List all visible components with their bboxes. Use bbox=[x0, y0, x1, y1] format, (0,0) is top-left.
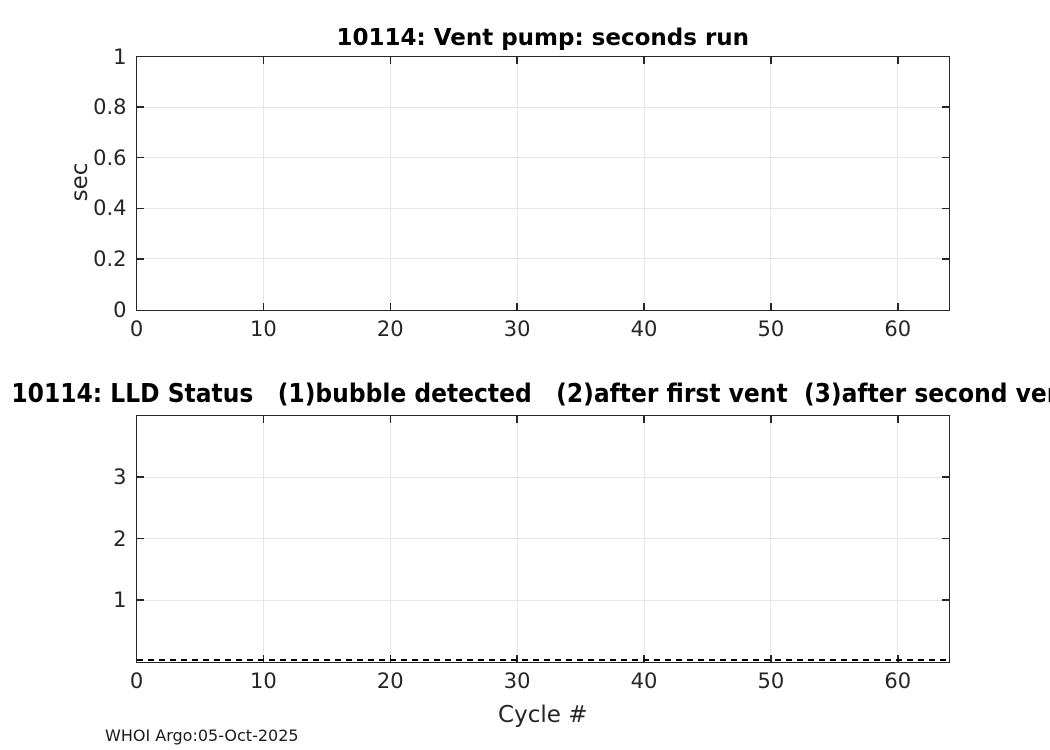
y-gridline bbox=[136, 207, 949, 209]
x-tick-mark bbox=[262, 303, 265, 310]
y-tick-mark bbox=[136, 207, 144, 210]
x-tick-mark bbox=[770, 303, 772, 310]
y-tick-mark-right bbox=[942, 207, 949, 210]
plot-title-vent-pump: 10114: Vent pump: seconds run bbox=[336, 25, 750, 51]
y-gridline bbox=[136, 157, 949, 159]
x-tick-label: 10 bbox=[250, 317, 277, 341]
x-tick-mark-top bbox=[389, 56, 391, 64]
x-tick-label: 50 bbox=[757, 317, 785, 341]
y-gridline bbox=[136, 599, 949, 601]
x-gridline bbox=[897, 56, 899, 310]
x-tick-label: 10 bbox=[250, 669, 277, 693]
y-tick-mark bbox=[136, 156, 144, 159]
y-tick-mark bbox=[136, 599, 144, 601]
y-gridline bbox=[136, 106, 949, 108]
x-tick-label: 40 bbox=[630, 669, 658, 693]
y-tick-mark-right bbox=[942, 537, 949, 540]
y-tick-mark-right bbox=[942, 599, 949, 601]
x-tick-mark bbox=[516, 303, 518, 310]
y-tick-label: 1 bbox=[113, 588, 127, 612]
x-tick-mark-top bbox=[897, 415, 899, 423]
x-gridline bbox=[389, 56, 391, 310]
y-tick-label: 3 bbox=[113, 465, 127, 489]
y-tick-mark bbox=[136, 476, 144, 478]
y-tick-mark-right bbox=[942, 106, 949, 108]
x-tick-label: 20 bbox=[376, 317, 404, 341]
y-tick-mark bbox=[136, 106, 144, 108]
y-gridline bbox=[136, 258, 949, 260]
x-tick-label: 40 bbox=[630, 317, 658, 341]
y-tick-label: 0.4 bbox=[93, 196, 127, 221]
x-tick-mark-top bbox=[262, 56, 265, 64]
x-tick-mark-top bbox=[643, 56, 645, 64]
series-lld-status bbox=[136, 658, 949, 661]
x-gridline bbox=[770, 56, 772, 310]
y-axis-label-sec: sec bbox=[67, 162, 93, 202]
x-tick-mark-top bbox=[643, 415, 645, 423]
x-tick-mark-top bbox=[516, 415, 518, 423]
y-gridline bbox=[136, 476, 949, 478]
y-tick-label: 0.2 bbox=[93, 246, 127, 271]
y-tick-label: 1 bbox=[113, 44, 127, 69]
y-tick-mark-right bbox=[942, 156, 949, 159]
x-tick-label: 30 bbox=[503, 317, 531, 341]
y-tick-label: 0 bbox=[113, 297, 127, 322]
x-tick-label: 20 bbox=[376, 669, 404, 693]
x-axis-label-cycle: Cycle # bbox=[498, 702, 588, 728]
x-tick-label: 50 bbox=[757, 669, 785, 693]
x-tick-mark-top bbox=[262, 415, 265, 423]
y-tick-label: 0.6 bbox=[93, 145, 127, 170]
y-gridline bbox=[136, 538, 949, 539]
x-gridline bbox=[516, 56, 518, 310]
x-tick-mark bbox=[643, 303, 645, 310]
x-gridline bbox=[262, 56, 264, 310]
plot-title-lld-status: 10114: LLD Status (1)bubble detected (2)… bbox=[11, 379, 1050, 409]
y-tick-mark-right bbox=[942, 476, 949, 478]
y-tick-mark bbox=[136, 258, 144, 260]
plot-area-vent-pump: 0 10 20 30 40 50 60 0 0.2 0.4 0.6 0.8 1 bbox=[93, 45, 950, 341]
x-tick-mark-top bbox=[897, 56, 899, 64]
y-tick-mark bbox=[136, 537, 144, 540]
x-tick-mark-top bbox=[516, 56, 518, 64]
x-tick-mark-top bbox=[389, 415, 391, 423]
x-tick-label: 0 bbox=[129, 669, 144, 693]
footer-annotation: WHOI Argo:05-Oct-2025 bbox=[105, 726, 299, 745]
y-tick-label: 0.8 bbox=[93, 95, 127, 120]
x-tick-mark-top bbox=[770, 415, 772, 423]
y-tick-label: 2 bbox=[113, 526, 127, 551]
plot-area-lld-status: 0 10 20 30 40 50 60 1 2 3 bbox=[113, 414, 950, 693]
x-tick-mark-top bbox=[770, 56, 772, 64]
x-tick-label: 60 bbox=[884, 669, 912, 693]
y-tick-mark-right bbox=[942, 258, 949, 260]
x-tick-mark bbox=[897, 303, 899, 310]
x-tick-mark bbox=[389, 303, 391, 310]
x-tick-label: 0 bbox=[129, 317, 144, 341]
x-tick-label: 30 bbox=[503, 669, 531, 693]
x-tick-label: 60 bbox=[884, 317, 912, 341]
x-gridline bbox=[643, 56, 645, 310]
